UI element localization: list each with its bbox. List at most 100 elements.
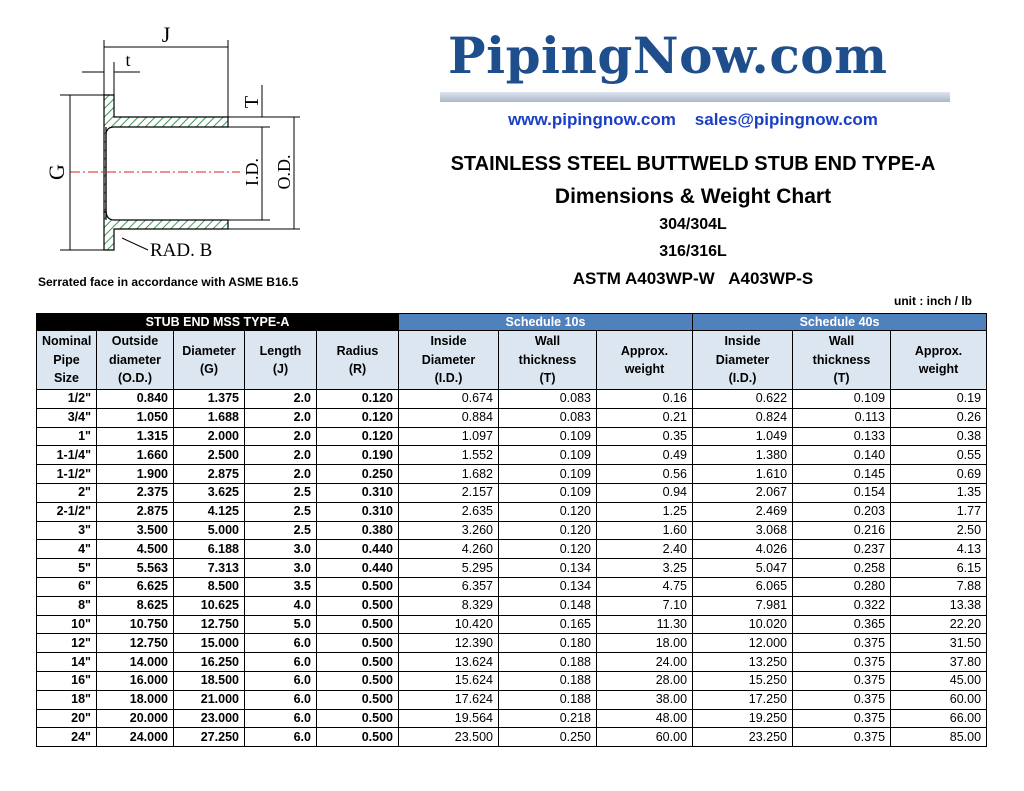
header-line: (O.D.) <box>117 371 153 386</box>
cell: 0.375 <box>792 708 892 729</box>
cell: 2.50 <box>890 520 988 541</box>
cell: 5.295 <box>398 558 499 578</box>
cell: 0.38 <box>890 426 988 447</box>
data-row: 6" 6.625 8.500 3.5 0.500 6.357 0.134 4.75 6.065 0… <box>36 576 988 597</box>
column-header: Outside diameter (O.D.) <box>96 330 174 390</box>
cell: 20" <box>36 708 97 729</box>
cell: 0.375 <box>792 633 892 654</box>
header-line: (J) <box>272 362 289 376</box>
cell: 0.165 <box>498 614 597 635</box>
cell: 6.188 <box>173 539 245 560</box>
cell: 2.0 <box>244 445 317 466</box>
cell: 0.083 <box>498 407 597 428</box>
header-line: Diameter <box>182 343 236 358</box>
cell: 1.682 <box>398 464 499 484</box>
cell: 1.097 <box>398 426 499 447</box>
column-header: Wall thickness (T) <box>498 330 597 390</box>
cell: 37.80 <box>890 652 988 672</box>
cell: 12.390 <box>398 633 499 654</box>
cell: 3.0 <box>244 558 317 578</box>
cell: 2.0 <box>244 464 317 484</box>
cell: 5.563 <box>96 558 174 578</box>
cell: 2.000 <box>173 426 245 447</box>
cell: 85.00 <box>890 727 988 748</box>
cell: 0.500 <box>316 727 399 748</box>
cell: 14" <box>36 652 97 672</box>
cell: 4.0 <box>244 595 317 616</box>
cell: 2.0 <box>244 426 317 447</box>
cell: 0.310 <box>316 482 399 503</box>
logo-band <box>440 92 950 102</box>
grade: 316/316L <box>659 243 727 260</box>
cell: 60.00 <box>595 727 694 748</box>
cell: 2.067 <box>692 482 794 503</box>
cell: 6.0 <box>244 727 317 748</box>
cell: 0.56 <box>595 464 694 484</box>
cell: 19.564 <box>398 708 499 729</box>
cell: 11.30 <box>595 614 694 635</box>
cell: 0.500 <box>316 652 399 672</box>
data-row: 2-1/2" 2.875 4.125 2.5 0.310 2.635 0.120 1.25 2.… <box>36 501 988 522</box>
website-link[interactable]: www.pipingnow.com <box>508 110 676 129</box>
cell: 0.120 <box>316 389 399 409</box>
cell: 6.15 <box>890 558 988 578</box>
cell: 0.258 <box>792 558 892 578</box>
column-header: Approx. weight <box>890 330 988 390</box>
header-line: Inside <box>724 334 761 349</box>
cell: 2.40 <box>595 539 694 560</box>
cell: 6.0 <box>244 689 317 710</box>
cell: 24.000 <box>96 727 174 748</box>
cell: 60.00 <box>890 689 988 710</box>
data-row: 4" 4.500 6.188 3.0 0.440 4.260 0.120 2.40 4.026 0… <box>36 539 988 560</box>
cell: 0.120 <box>498 539 597 560</box>
cell: 1-1/2" <box>36 464 97 484</box>
cell: 10.420 <box>398 614 499 635</box>
cell: 0.840 <box>96 389 174 409</box>
cell: 21.000 <box>173 689 245 710</box>
cell: 15.624 <box>398 670 499 691</box>
logo: PipingNow.com <box>440 22 950 102</box>
cell: 0.35 <box>595 426 694 447</box>
cell: 1.552 <box>398 445 499 466</box>
cell: 18.500 <box>173 670 245 691</box>
cell: 0.26 <box>890 407 988 428</box>
header-line: (R) <box>348 362 367 376</box>
cell: 3.0 <box>244 539 317 560</box>
data-row: 2" 2.375 3.625 2.5 0.310 2.157 0.109 0.94 2.067 0… <box>36 482 988 503</box>
cell: 0.310 <box>316 501 399 522</box>
label-wall: T <box>241 96 263 108</box>
column-header: Length (J) <box>244 330 317 390</box>
group-header: STUB END MSS TYPE-A <box>36 313 399 331</box>
cell: 0.365 <box>792 614 892 635</box>
cell: 0.188 <box>498 670 597 691</box>
cell: 16.000 <box>96 670 174 691</box>
data-row: 3" 3.500 5.000 2.5 0.380 3.260 0.120 1.60 3.068 0… <box>36 520 988 541</box>
cell: 0.188 <box>498 689 597 710</box>
cell: 2.875 <box>173 464 245 484</box>
header-line: (T) <box>833 371 850 386</box>
cell: 10.020 <box>692 614 794 635</box>
data-row: 18" 18.000 21.000 6.0 0.500 17.624 0.188 38.00 1… <box>36 689 988 710</box>
cell: 23.000 <box>173 708 245 729</box>
data-row: 24" 24.000 27.250 6.0 0.500 23.500 0.250 60.00 2… <box>36 727 988 748</box>
email-link[interactable]: sales@pipingnow.com <box>694 110 878 129</box>
header-line: Approx. <box>914 343 963 358</box>
cell: 0.500 <box>316 670 399 691</box>
cell: 4.125 <box>173 501 245 522</box>
label-rad: RAD. B <box>150 240 212 261</box>
cell: 0.109 <box>792 389 892 409</box>
cell: 1.610 <box>692 464 794 484</box>
cell: 1.375 <box>173 389 245 409</box>
header-line: Wall <box>534 334 561 349</box>
cell: 1-1/4" <box>36 445 97 466</box>
cell: 5.0 <box>244 614 317 635</box>
cell: 66.00 <box>890 708 988 729</box>
data-row: 12" 12.750 15.000 6.0 0.500 12.390 0.180 18.00 1… <box>36 633 988 654</box>
cell: 0.109 <box>498 482 597 503</box>
cell: 12.750 <box>96 633 174 654</box>
cell: 7.88 <box>890 576 988 597</box>
cell: 0.109 <box>498 445 597 466</box>
cell: 2.5 <box>244 482 317 503</box>
header-line: Inside <box>430 334 467 349</box>
